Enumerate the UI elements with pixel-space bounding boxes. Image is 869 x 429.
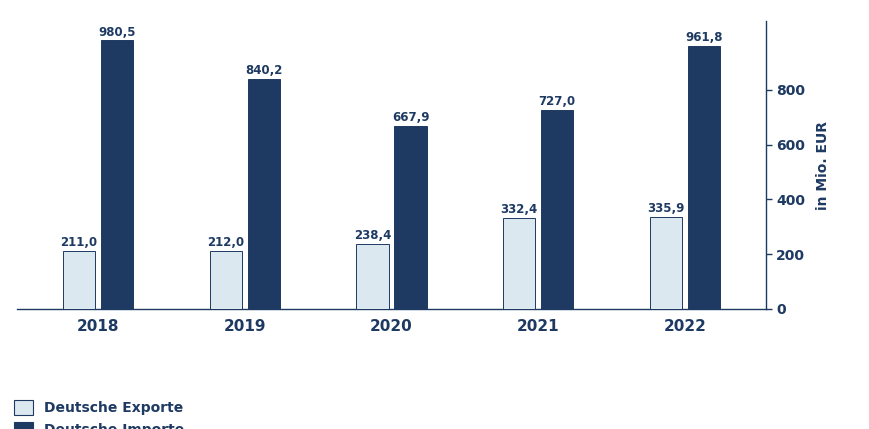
Text: 335,9: 335,9 <box>647 202 684 215</box>
Bar <box>209 251 242 309</box>
Text: 332,4: 332,4 <box>500 203 537 216</box>
Bar <box>541 110 573 309</box>
Text: 212,0: 212,0 <box>207 236 244 249</box>
Bar <box>687 45 720 309</box>
Text: 211,0: 211,0 <box>60 236 97 250</box>
Text: 840,2: 840,2 <box>245 64 282 77</box>
Bar <box>649 217 681 309</box>
Bar <box>63 251 95 309</box>
Y-axis label: in Mio. EUR: in Mio. EUR <box>815 121 829 210</box>
Bar <box>394 126 426 309</box>
Bar <box>502 218 534 309</box>
Legend: Deutsche Exporte, Deutsche Importe: Deutsche Exporte, Deutsche Importe <box>10 396 189 429</box>
Bar <box>101 40 133 309</box>
Text: 727,0: 727,0 <box>538 95 575 108</box>
Text: 238,4: 238,4 <box>354 229 391 242</box>
Text: 980,5: 980,5 <box>98 26 136 39</box>
Text: 667,9: 667,9 <box>391 112 428 124</box>
Text: 961,8: 961,8 <box>685 31 722 44</box>
Bar <box>248 79 280 309</box>
Bar <box>356 244 388 309</box>
